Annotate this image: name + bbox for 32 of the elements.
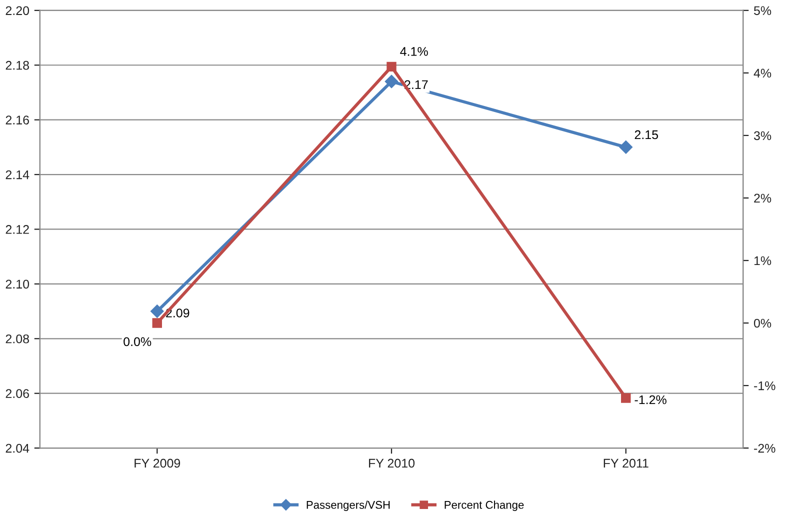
y2-tick-label: 3%	[754, 131, 772, 140]
x-tick-label: FY 2010	[369, 458, 415, 468]
legend-label: Passengers/VSH	[306, 500, 390, 511]
legend-label: Percent Change	[444, 500, 524, 511]
y-tick-label: 2.18	[6, 60, 29, 70]
point	[150, 304, 164, 318]
y-tick-label: 2.20	[6, 6, 30, 16]
y2-tick-label: 5%	[754, 6, 772, 16]
y-tick-label: 2.10	[6, 280, 30, 289]
y-tick-label: 2.14	[6, 170, 30, 180]
y-tick-label: 2.16	[6, 116, 29, 124]
point	[152, 318, 162, 328]
x-tick-label: FY 2011	[604, 458, 648, 468]
point	[621, 393, 631, 403]
y-tick-label: 2.04	[6, 444, 30, 453]
point	[384, 74, 398, 88]
y2-tick-label: -2%	[754, 444, 776, 453]
y2-tick-label: 0%	[754, 318, 772, 328]
y2-tick-label: 4%	[754, 68, 772, 78]
y-tick-label: 2.06	[6, 389, 29, 398]
x-tick-label: FY 2009	[134, 458, 180, 468]
y2-tick-label: -1%	[754, 381, 776, 390]
data-label: 2.15	[634, 130, 658, 140]
data-label: -1.2%	[634, 395, 666, 404]
point	[619, 140, 632, 154]
data-label: 0.0%	[124, 337, 152, 346]
y2-tick-label: 1%	[754, 256, 772, 266]
data-label: 4.1%	[400, 47, 428, 56]
point	[386, 62, 396, 72]
y-tick-label: 2.12	[6, 225, 29, 234]
y2-tick-label: 2%	[754, 194, 772, 203]
y-tick-label: 2.08	[6, 334, 29, 344]
